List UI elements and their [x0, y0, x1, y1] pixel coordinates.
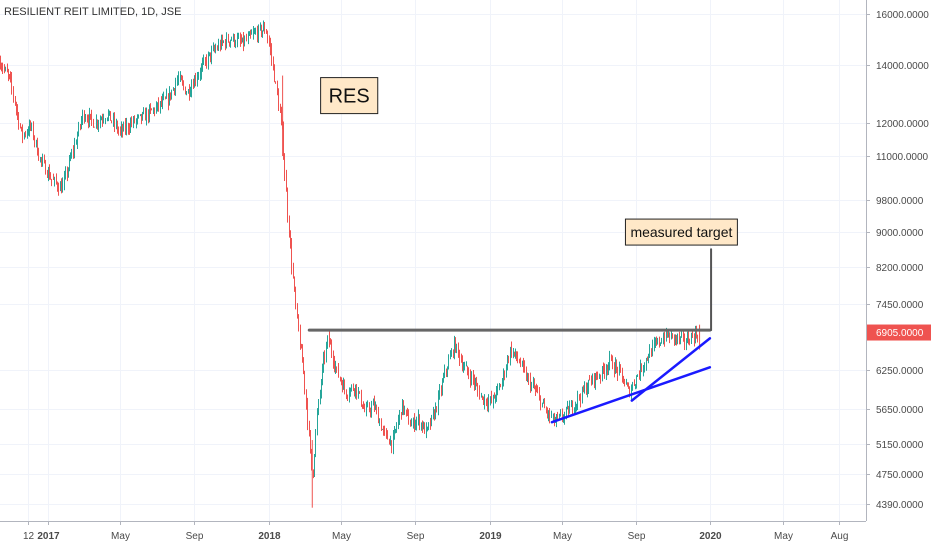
y-tick-label: 4750.0000 [876, 470, 924, 481]
x-tick-label: Sep [628, 531, 646, 542]
y-tick-label: 14000.0000 [876, 61, 929, 72]
lower-trendline [550, 366, 712, 424]
x-tick-label: May [774, 531, 793, 542]
y-tick-label: 7450.0000 [876, 300, 924, 311]
chart-title: RESILIENT REIT LIMITED, 1D, JSE [4, 6, 181, 18]
y-tick-label: 11000.0000 [876, 152, 929, 163]
y-tick-label: 12000.0000 [876, 119, 929, 130]
res-label-box[interactable]: RES [320, 77, 379, 115]
y-tick-label: 16000.0000 [876, 10, 929, 21]
x-tick-label: Aug [831, 531, 849, 542]
x-tick-label: 2017 [37, 531, 60, 542]
annotation-box [320, 77, 379, 115]
annotation-box [624, 218, 738, 246]
candles-layer [0, 20, 701, 508]
drawings-layer [307, 248, 713, 424]
annotation-text: RES [329, 86, 370, 108]
x-tick-label: 12 [23, 531, 35, 542]
y-tick-label: 5650.0000 [876, 405, 924, 416]
y-tick-label: 9800.0000 [876, 196, 924, 207]
x-tick-label: Sep [407, 531, 425, 542]
time-axis[interactable]: 12 2017 May Sep 2018 May Sep 2019 May Sep 2020 May A… [23, 521, 848, 542]
upper-trendline [630, 337, 712, 402]
measured-target-label-box[interactable]: measured target [624, 218, 738, 246]
grid-layer [0, 0, 866, 521]
y-tick-label: 4390.0000 [876, 500, 924, 511]
annotation-text: measured target [630, 224, 732, 240]
y-tick-label: 6250.0000 [876, 366, 924, 377]
x-tick-label: May [332, 531, 351, 542]
x-tick-label: 2018 [258, 531, 281, 542]
y-tick-label: 5150.0000 [876, 440, 924, 451]
y-tick-label: 9000.0000 [876, 228, 924, 239]
y-tick-label: 8200.0000 [876, 263, 924, 274]
last-price-label: 6905.0000 [876, 328, 924, 339]
x-tick-label: 2020 [699, 531, 722, 542]
x-tick-label: Sep [186, 531, 204, 542]
x-tick-label: May [553, 531, 572, 542]
x-tick-label: 2019 [479, 531, 502, 542]
x-tick-label: May [111, 531, 130, 542]
annotations-layer[interactable]: RES measured target [320, 77, 738, 246]
last-price-badge [867, 324, 931, 341]
price-axis[interactable]: 16000.0000 14000.0000 12000.0000 11000.0000… [866, 10, 931, 511]
